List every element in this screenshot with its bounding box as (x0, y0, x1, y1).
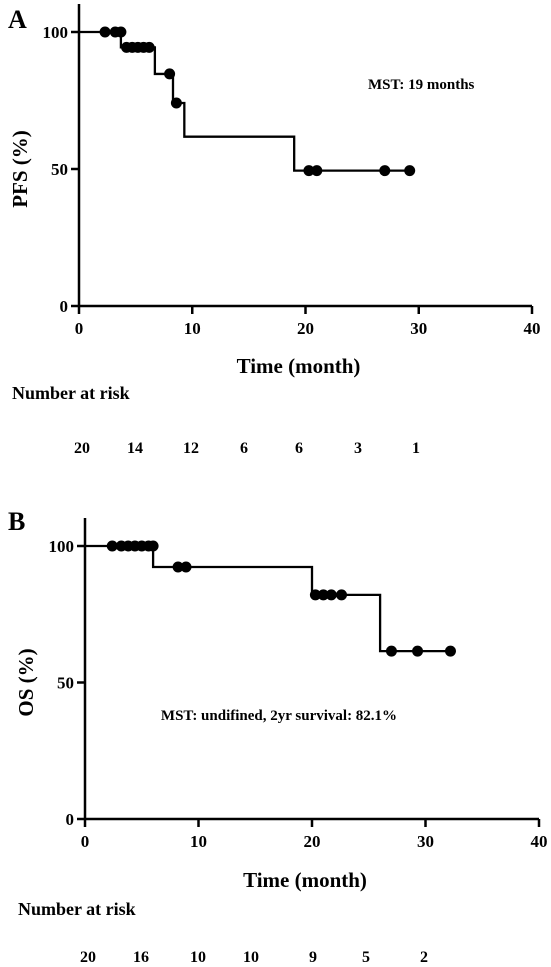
risk-number: 10 (243, 949, 259, 966)
y-tick-label: 50 (51, 160, 68, 179)
x-tick-label: 40 (524, 319, 541, 338)
risk-number: 16 (133, 949, 149, 966)
x-axis-title: Time (month) (243, 868, 367, 892)
y-tick-label: 100 (49, 537, 75, 556)
risk-table-title: Number at risk (12, 383, 130, 403)
censor-point (336, 589, 348, 601)
risk-number: 20 (74, 440, 90, 457)
censor-point (404, 165, 416, 177)
x-tick-label: 40 (531, 832, 548, 851)
censor-point (147, 540, 159, 552)
annotation: MST: undifined, 2yr survival: 82.1% (161, 708, 397, 724)
censor-point (115, 26, 127, 38)
risk-number: 6 (240, 440, 248, 457)
censor-point (444, 645, 456, 657)
x-tick-label: 0 (75, 319, 84, 338)
annotation: MST: 19 months (368, 77, 475, 93)
y-tick-label: 0 (66, 810, 75, 829)
censor-point (412, 645, 424, 657)
censor-point (317, 589, 329, 601)
risk-number: 9 (309, 949, 317, 966)
panel-letter: B (8, 507, 25, 536)
x-tick-label: 30 (417, 832, 434, 851)
survival-step-line (85, 544, 451, 653)
censor-point (180, 561, 192, 573)
censor-point (143, 41, 155, 53)
censor-point (106, 540, 118, 552)
y-tick-label: 100 (43, 23, 69, 42)
censor-point (172, 561, 184, 573)
censor-point (99, 26, 111, 38)
censor-point (164, 68, 176, 80)
censor-point (385, 645, 397, 657)
risk-number: 12 (183, 440, 199, 457)
x-tick-label: 10 (184, 319, 201, 338)
censor-point (309, 589, 321, 601)
panel-letter: A (8, 5, 27, 34)
risk-number: 10 (190, 949, 206, 966)
x-tick-label: 20 (304, 832, 321, 851)
survival-step-line (79, 30, 411, 172)
x-tick-label: 0 (81, 832, 90, 851)
risk-number: 2 (420, 949, 428, 966)
risk-number: 14 (127, 440, 143, 457)
risk-number: 6 (295, 440, 303, 457)
risk-number: 20 (80, 949, 96, 966)
risk-number: 1 (412, 440, 420, 457)
y-tick-label: 0 (60, 297, 69, 316)
x-axis-title: Time (month) (237, 354, 361, 378)
x-tick-label: 30 (410, 319, 427, 338)
censor-point (311, 165, 323, 177)
censor-point (170, 97, 182, 109)
censor-point (303, 165, 315, 177)
y-axis-title: PFS (%) (8, 130, 32, 208)
x-tick-label: 10 (190, 832, 207, 851)
risk-number: 3 (354, 440, 362, 457)
risk-table-title: Number at risk (18, 899, 136, 919)
censor-point (379, 165, 391, 177)
x-tick-label: 20 (297, 319, 314, 338)
censor-point (325, 589, 337, 601)
panel-b: B 0 50 100 0 10 20 30 40 OS (%) Time (month) MST: u… (8, 507, 548, 966)
y-axis-title: OS (%) (14, 648, 38, 716)
risk-number: 5 (362, 949, 370, 966)
panel-a: A 0 50 100 0 10 20 30 40 PFS (%) Time (month) MST: … (8, 4, 541, 457)
y-tick-label: 50 (57, 674, 74, 693)
